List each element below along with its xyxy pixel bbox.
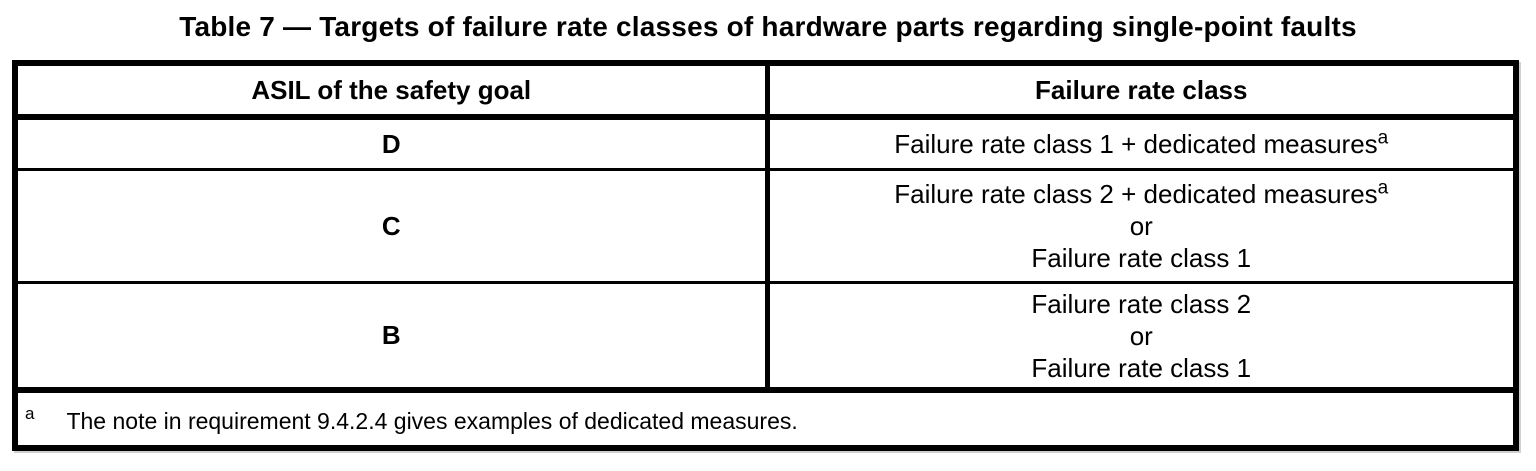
asil-cell-d: D — [381, 128, 401, 159]
asil-cell-b: B — [15, 281, 767, 390]
table-row-asil-c: C Failure rate class 2 + dedicated measu… — [15, 168, 1516, 283]
asil-cell-c: C — [15, 168, 767, 283]
footnote-text: The note in requirement 9.4.2.4 gives ex… — [66, 407, 798, 434]
cell-line: Failure rate class 2 + dedicated measure… — [772, 177, 1513, 210]
failure-rate-cell-c: Failure rate class 2 + dedicated measure… — [764, 168, 1516, 283]
failure-rate-cell-b: Failure rate class 2 or Failure rate cla… — [764, 281, 1516, 390]
column-header-asil: ASIL of the safety goal — [15, 63, 767, 120]
failure-rate-cell-d: Failure rate class 1 + dedicated measure… — [764, 117, 1516, 170]
footnote-marker: a — [25, 403, 35, 423]
cell-line-text: or — [1129, 211, 1153, 241]
cell-line-text: Failure rate class 2 — [1031, 288, 1252, 319]
cell-line-text: Failure rate class 1 + dedicated measure… — [894, 129, 1378, 159]
table-row-asil-b: B Failure rate class 2 or Failure rate c… — [15, 281, 1516, 390]
cell-line: or — [772, 320, 1513, 352]
cell-line: Failure rate class 1 — [772, 352, 1513, 384]
cell-line: Failure rate class 1 + dedicated measure… — [772, 127, 1513, 160]
footnote-ref-a: a — [1377, 127, 1389, 149]
cell-line: Failure rate class 1 — [772, 242, 1513, 274]
column-header-failure-rate-class: Failure rate class — [764, 63, 1516, 120]
cell-line-text: or — [1129, 320, 1153, 351]
failure-rate-targets-table: ASIL of the safety goal Failure rate cla… — [12, 60, 1519, 451]
table-row-asil-d: D Failure rate class 1 + dedicated measu… — [15, 117, 1516, 170]
footnote-cell: a The note in requirement 9.4.2.4 gives e… — [15, 387, 1516, 448]
cell-line: Failure rate class 2 — [772, 288, 1513, 320]
cell-line: or — [772, 210, 1513, 242]
footnote-row: a The note in requirement 9.4.2.4 gives e… — [15, 387, 1516, 448]
header-row: ASIL of the safety goal Failure rate cla… — [15, 63, 1516, 120]
table-caption: Table 7 — Targets of failure rate classe… — [179, 11, 1357, 42]
cell-line-text: Failure rate class 1 — [1031, 243, 1252, 273]
cell-line-text: Failure rate class 1 — [1031, 352, 1252, 383]
cell-line-text: Failure rate class 2 + dedicated measure… — [894, 179, 1378, 209]
footnote-ref-a: a — [1377, 177, 1389, 199]
